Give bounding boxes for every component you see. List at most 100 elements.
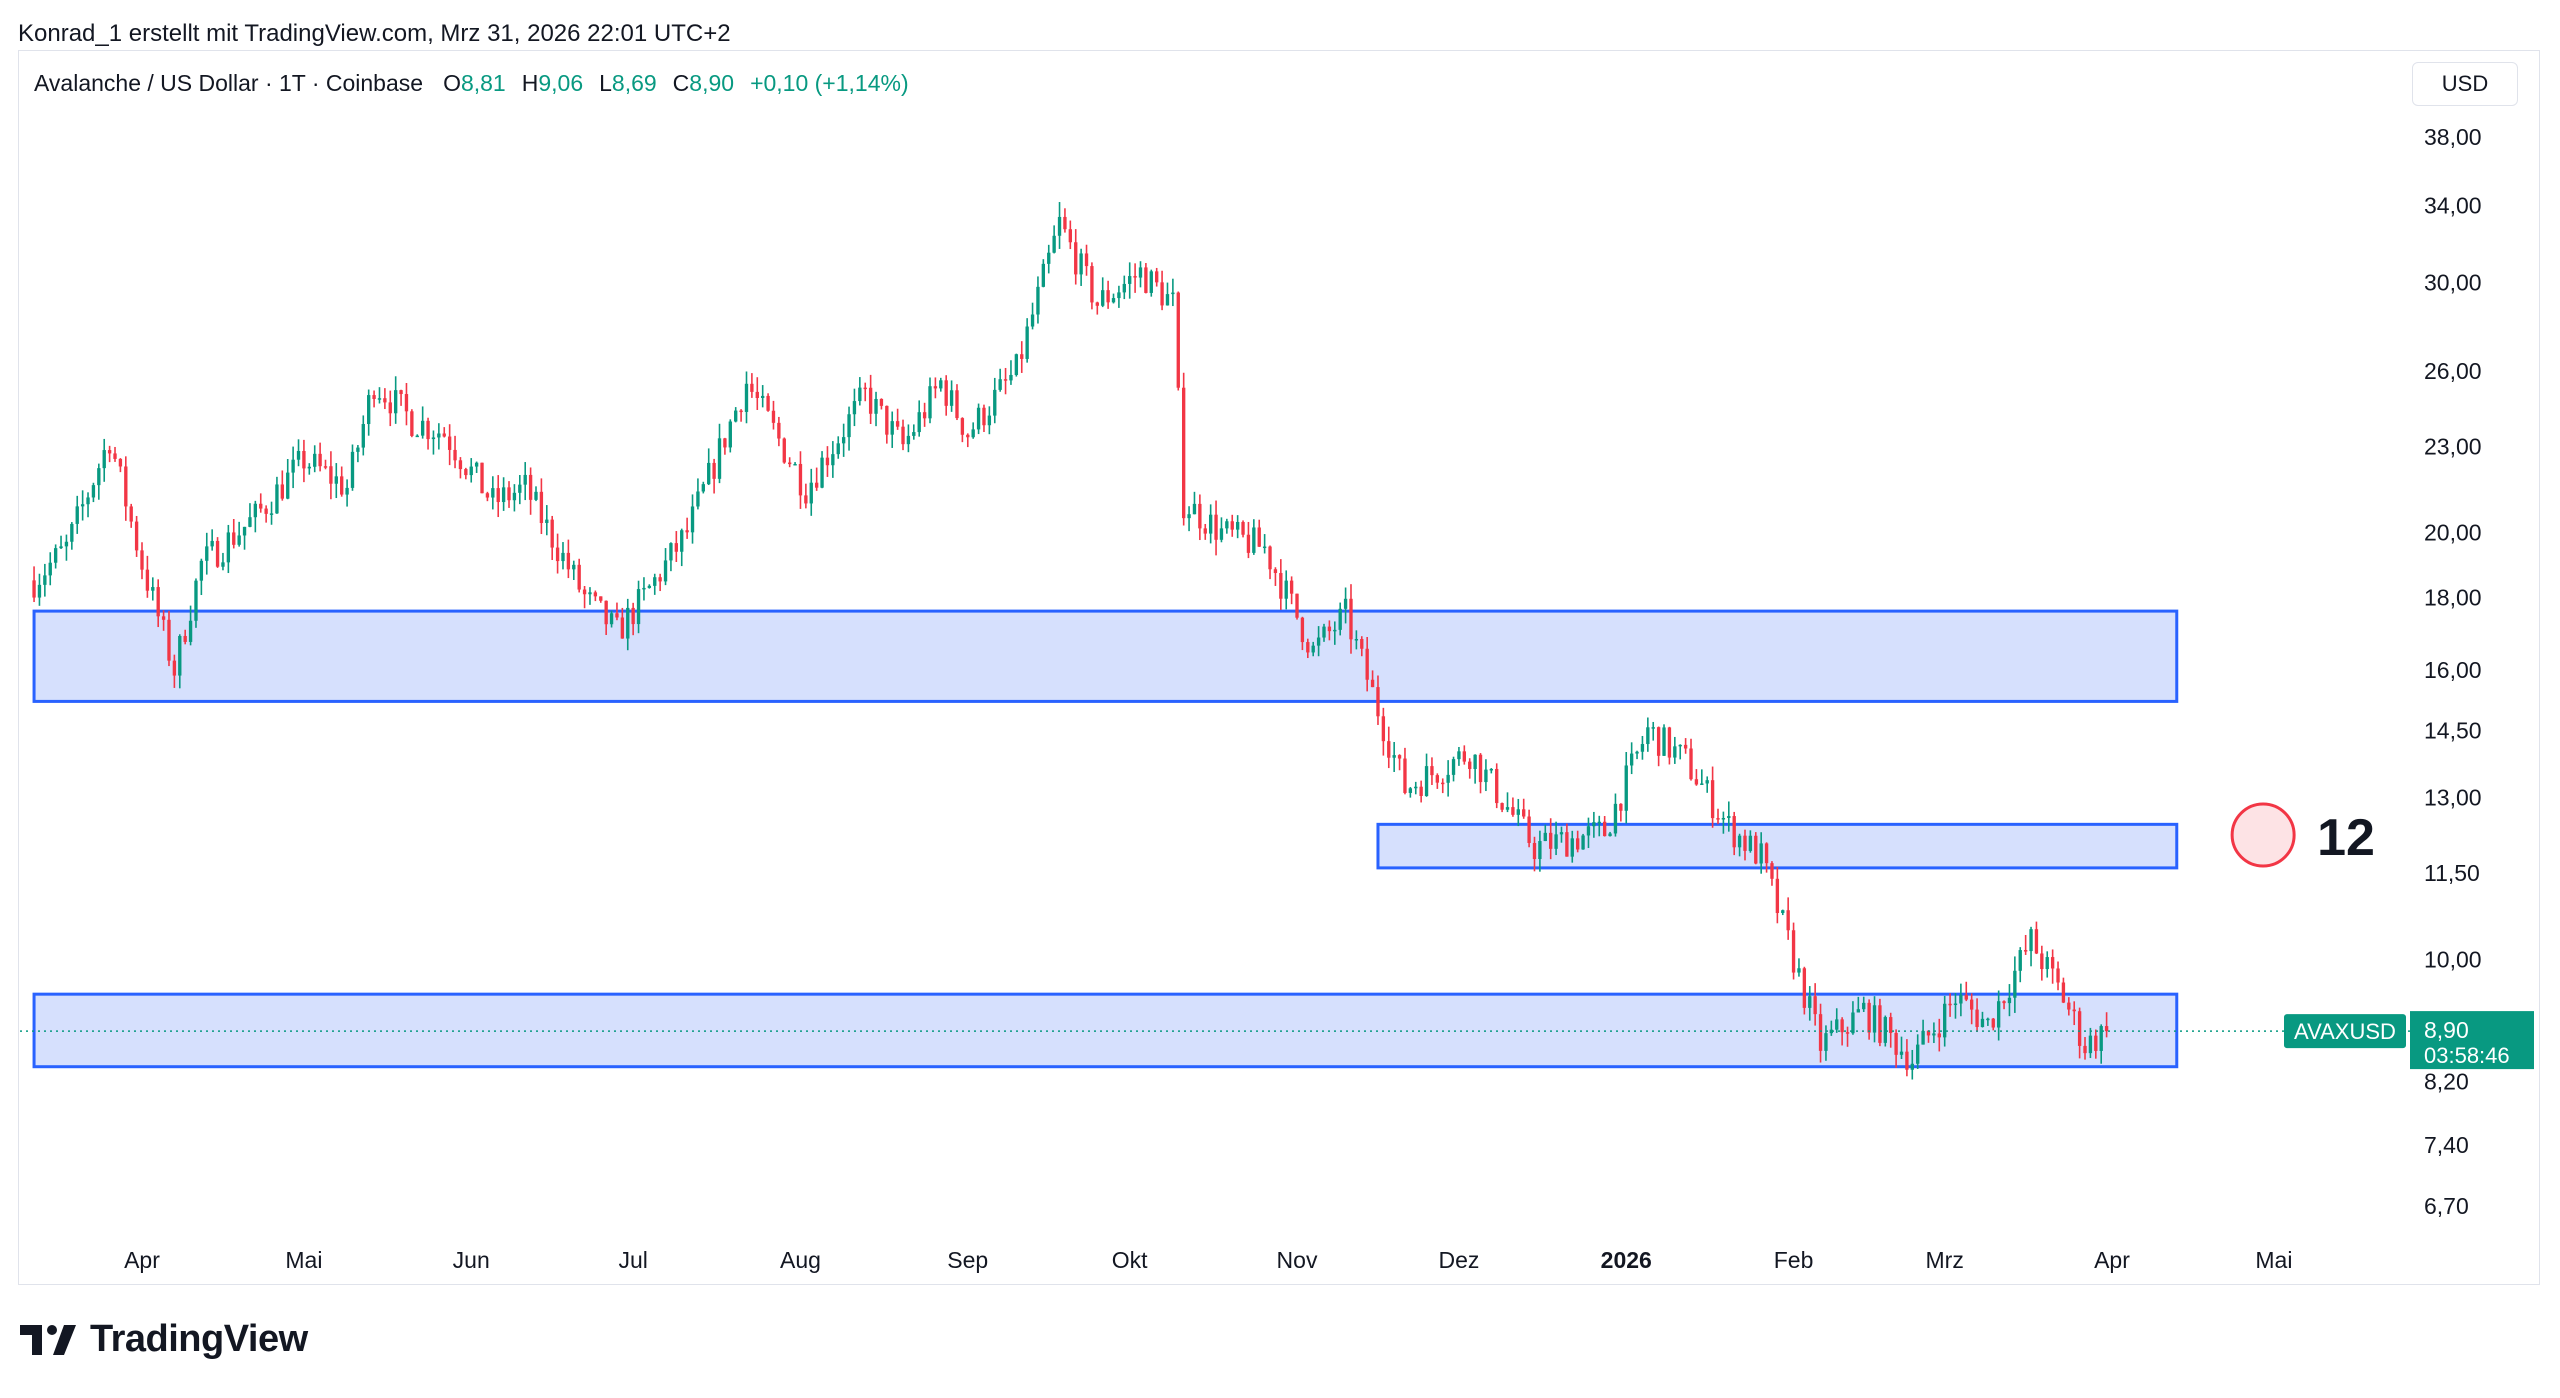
- candle[interactable]: [1333, 621, 1337, 645]
- candle[interactable]: [269, 501, 274, 525]
- candle[interactable]: [1095, 301, 1099, 315]
- candle[interactable]: [712, 458, 716, 494]
- candle[interactable]: [787, 457, 792, 468]
- candle[interactable]: [2061, 977, 2066, 1004]
- candle[interactable]: [1268, 545, 1272, 580]
- candle[interactable]: [215, 537, 220, 568]
- candle[interactable]: [1619, 803, 1623, 822]
- candle[interactable]: [1743, 829, 1747, 861]
- candle[interactable]: [1020, 341, 1024, 373]
- candle[interactable]: [1262, 534, 1267, 554]
- candle[interactable]: [1435, 773, 1440, 789]
- candle[interactable]: [1559, 826, 1564, 843]
- candle[interactable]: [766, 393, 770, 412]
- candle[interactable]: [377, 387, 382, 404]
- candle[interactable]: [1678, 744, 1682, 760]
- candle[interactable]: [955, 384, 959, 421]
- candle[interactable]: [512, 484, 517, 512]
- candle[interactable]: [949, 380, 954, 412]
- candle[interactable]: [960, 417, 965, 443]
- candle[interactable]: [302, 439, 306, 483]
- candle[interactable]: [1149, 269, 1153, 297]
- candle[interactable]: [620, 607, 625, 639]
- candle[interactable]: [739, 409, 743, 422]
- candle[interactable]: [841, 423, 846, 457]
- candle[interactable]: [1327, 620, 1332, 641]
- candle[interactable]: [2023, 934, 2028, 955]
- candle[interactable]: [1813, 983, 1817, 1026]
- candle[interactable]: [1300, 616, 1305, 651]
- candle[interactable]: [2099, 1024, 2103, 1064]
- candle[interactable]: [1899, 1036, 1904, 1060]
- candle[interactable]: [1138, 261, 1143, 288]
- candle[interactable]: [420, 406, 425, 439]
- candle[interactable]: [545, 505, 549, 536]
- candle[interactable]: [642, 577, 646, 601]
- candle[interactable]: [734, 407, 738, 423]
- candle[interactable]: [593, 590, 598, 602]
- candle[interactable]: [804, 483, 808, 509]
- candle[interactable]: [275, 476, 279, 514]
- candle[interactable]: [744, 371, 749, 424]
- candle[interactable]: [847, 406, 851, 451]
- candle[interactable]: [259, 493, 263, 513]
- candle[interactable]: [1705, 776, 1709, 793]
- candle[interactable]: [43, 563, 47, 597]
- candle[interactable]: [566, 539, 571, 579]
- candle[interactable]: [458, 457, 463, 479]
- candle[interactable]: [399, 389, 403, 406]
- candle[interactable]: [631, 602, 635, 636]
- candle[interactable]: [976, 403, 981, 435]
- candle[interactable]: [599, 596, 603, 603]
- price-zone-1[interactable]: [32, 609, 2179, 703]
- candle[interactable]: [987, 406, 992, 435]
- candle[interactable]: [1457, 746, 1461, 766]
- candle[interactable]: [1036, 276, 1040, 324]
- candle[interactable]: [431, 430, 436, 455]
- candle[interactable]: [1889, 1012, 1893, 1048]
- candle[interactable]: [523, 462, 527, 501]
- candle[interactable]: [626, 598, 630, 651]
- candle[interactable]: [1602, 816, 1607, 837]
- candle[interactable]: [1451, 756, 1456, 782]
- candle[interactable]: [895, 408, 900, 430]
- candle[interactable]: [1592, 811, 1596, 838]
- candle[interactable]: [1063, 208, 1067, 233]
- candle[interactable]: [2029, 926, 2033, 967]
- candle[interactable]: [350, 444, 355, 491]
- candle[interactable]: [232, 519, 236, 549]
- candle[interactable]: [286, 458, 290, 500]
- candle[interactable]: [1770, 861, 1774, 886]
- candle[interactable]: [1878, 998, 1882, 1047]
- candle[interactable]: [48, 552, 52, 586]
- candle[interactable]: [264, 505, 268, 523]
- candle[interactable]: [928, 377, 932, 424]
- candle[interactable]: [1613, 793, 1618, 837]
- candle[interactable]: [636, 580, 641, 634]
- candle[interactable]: [70, 522, 74, 550]
- candle[interactable]: [1651, 721, 1655, 741]
- candle[interactable]: [2088, 1027, 2093, 1059]
- candle[interactable]: [1171, 278, 1175, 307]
- candle[interactable]: [1144, 263, 1148, 294]
- candle[interactable]: [1683, 738, 1688, 754]
- candle[interactable]: [205, 532, 209, 575]
- candle[interactable]: [906, 424, 911, 453]
- candle[interactable]: [1883, 1015, 1887, 1047]
- candle[interactable]: [1468, 758, 1472, 779]
- candle[interactable]: [1343, 587, 1348, 624]
- candle[interactable]: [313, 445, 317, 473]
- candle[interactable]: [831, 441, 835, 478]
- candle[interactable]: [1025, 318, 1029, 363]
- candle[interactable]: [404, 382, 409, 426]
- candle[interactable]: [701, 481, 705, 494]
- candle[interactable]: [1862, 996, 1866, 1013]
- candle[interactable]: [1160, 270, 1164, 311]
- candle[interactable]: [1516, 798, 1520, 827]
- candle[interactable]: [1845, 1026, 1850, 1047]
- candle[interactable]: [1635, 750, 1639, 760]
- candle[interactable]: [1921, 1019, 1925, 1045]
- candle[interactable]: [609, 610, 614, 628]
- candle[interactable]: [669, 542, 673, 572]
- candle[interactable]: [1030, 302, 1035, 330]
